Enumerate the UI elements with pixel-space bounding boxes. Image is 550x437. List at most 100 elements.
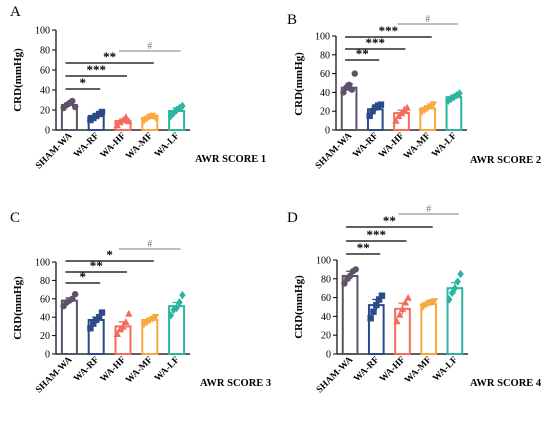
data-point <box>351 70 358 77</box>
data-point <box>377 101 385 108</box>
data-point <box>378 292 386 299</box>
y-tick-label: 60 <box>40 66 50 77</box>
x-tick-label: WA-RF <box>72 131 101 160</box>
y-tick-label: 20 <box>321 331 331 342</box>
y-axis-title: CRD(mmHg) <box>12 276 24 340</box>
x-tick-label: WA-RF <box>351 131 380 160</box>
data-point <box>151 314 160 321</box>
y-tick-label: 40 <box>321 312 331 323</box>
data-point <box>369 108 376 115</box>
data-point <box>176 298 183 307</box>
data-point <box>90 320 97 327</box>
x-tick-label: WA-LF <box>153 355 182 384</box>
significance-label: ** <box>356 46 369 61</box>
y-tick-label: 100 <box>315 32 330 43</box>
data-point <box>392 116 400 124</box>
x-tick-label: WA-MF <box>124 131 155 162</box>
panel-label: D <box>287 210 298 226</box>
significance-label: *** <box>379 23 399 38</box>
data-point <box>454 277 461 286</box>
data-point <box>122 113 130 121</box>
data-point <box>71 291 79 298</box>
y-tick-label: 80 <box>40 46 50 57</box>
data-point <box>398 305 407 313</box>
significance-label: * <box>80 75 87 90</box>
x-tick-label: SHAM-WA <box>34 355 74 395</box>
data-point <box>179 101 186 111</box>
x-tick-label: WA-HF <box>378 355 408 385</box>
chart-panel-d: D020406080100CRD(mmHg)SHAM-WAWA-RFWA-HFW… <box>287 204 542 395</box>
y-tick-label: 20 <box>320 107 330 118</box>
data-point <box>448 288 456 298</box>
significance-label: * <box>80 269 87 284</box>
x-tick-label: WA-RF <box>72 355 101 384</box>
data-point <box>366 112 373 120</box>
score-label: AWR SCORE 1 <box>195 154 266 165</box>
y-tick-label: 0 <box>45 126 50 137</box>
significance-label: *** <box>86 62 106 77</box>
data-point <box>397 109 406 117</box>
x-tick-label: WA-MF <box>403 355 434 386</box>
y-tick-label: 40 <box>40 313 50 324</box>
significance-label: ** <box>90 258 103 273</box>
x-tick-label: WA-RF <box>352 355 381 384</box>
chart-panel-c: C020406080100CRD(mmHg)SHAM-WAWA-RFWA-HFW… <box>10 210 271 395</box>
data-point <box>71 103 79 111</box>
bar-wa-mf <box>420 303 438 355</box>
significance-label: # <box>147 239 152 250</box>
x-tick-label: WA-HF <box>377 131 407 161</box>
chart-panel-a: A020406080100CRD(mmHg)SHAM-WAWA-RFWA-HFW… <box>10 4 266 171</box>
data-point <box>373 301 380 309</box>
data-point <box>430 298 439 306</box>
x-tick-label: SHAM-WA <box>34 131 74 171</box>
y-tick-label: 20 <box>40 106 50 117</box>
y-axis-title: CRD(mmHg) <box>293 275 305 339</box>
data-point <box>429 101 438 109</box>
significance-label: # <box>425 14 430 25</box>
chart-panel-b: B020406080100CRD(mmHg)SHAM-WAWA-RFWA-HFW… <box>287 12 541 171</box>
data-point <box>113 330 121 337</box>
y-tick-label: 0 <box>326 350 331 361</box>
bar-sham-wa <box>341 274 359 356</box>
data-point <box>69 295 76 302</box>
x-tick-label: WA-MF <box>124 355 155 386</box>
panel-label: A <box>10 4 21 20</box>
data-point <box>346 272 354 280</box>
data-point <box>95 314 103 321</box>
data-point <box>457 269 464 279</box>
y-tick-label: 100 <box>35 258 50 269</box>
score-label: AWR SCORE 3 <box>200 378 271 389</box>
significance-label: * <box>106 247 113 262</box>
data-point <box>393 317 401 325</box>
x-tick-label: WA-HF <box>99 355 129 385</box>
data-point <box>122 318 130 325</box>
data-point <box>447 94 455 104</box>
data-point <box>403 103 411 111</box>
panel-label: C <box>10 210 20 226</box>
panel-label: B <box>287 12 297 28</box>
data-point <box>401 298 410 306</box>
y-tick-label: 60 <box>320 69 330 80</box>
data-point <box>446 295 453 304</box>
data-point <box>375 296 383 303</box>
data-point <box>179 290 186 300</box>
data-point <box>119 322 127 330</box>
data-point <box>151 114 160 122</box>
y-axis-title: CRD(mmHg) <box>293 52 305 116</box>
x-tick-label: SHAM-WA <box>314 131 354 171</box>
score-label: AWR SCORE 2 <box>470 155 541 166</box>
y-tick-label: 80 <box>321 274 331 285</box>
data-point <box>125 309 133 317</box>
y-tick-label: 0 <box>325 126 330 137</box>
data-point <box>125 117 133 125</box>
y-tick-label: 40 <box>40 86 50 97</box>
significance-label: ** <box>357 240 370 255</box>
x-tick-label: WA-LF <box>430 131 459 160</box>
y-tick-label: 60 <box>40 294 50 305</box>
y-axis-title: CRD(mmHg) <box>12 48 24 112</box>
data-point <box>87 325 94 332</box>
y-tick-label: 20 <box>40 331 50 342</box>
significance-label: # <box>147 41 152 52</box>
data-point <box>98 309 106 316</box>
